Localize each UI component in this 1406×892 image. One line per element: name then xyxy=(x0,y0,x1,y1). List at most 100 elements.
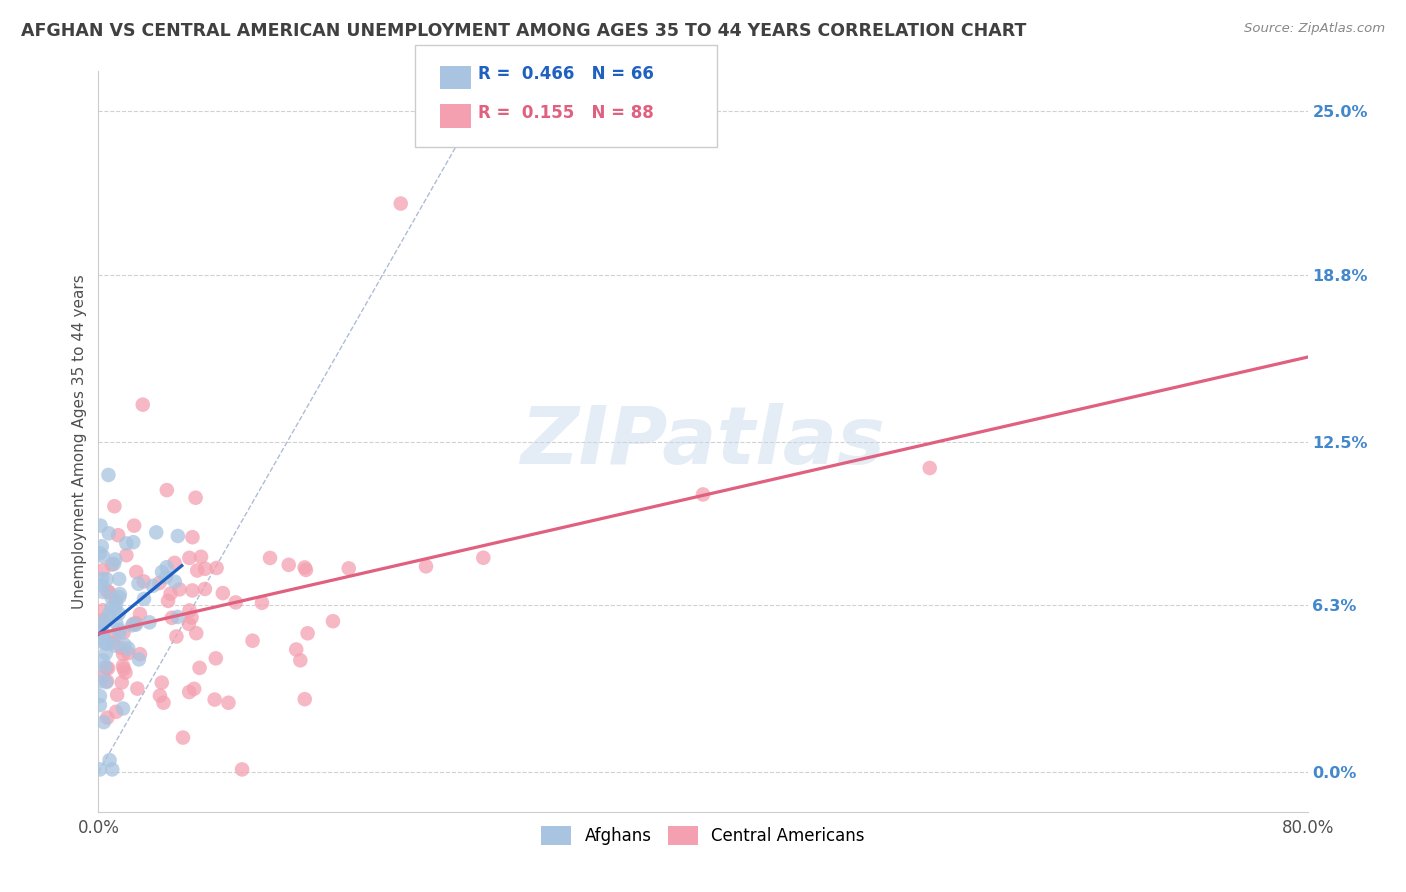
Point xyxy=(90,620,112,634)
Point xyxy=(389,196,412,211)
Point xyxy=(294,692,316,706)
Point xyxy=(107,607,129,621)
Point xyxy=(337,561,360,575)
Point xyxy=(112,701,135,715)
Point xyxy=(89,763,111,777)
Point xyxy=(285,642,308,657)
Point xyxy=(105,688,128,702)
Point xyxy=(94,660,117,674)
Point xyxy=(179,685,201,699)
Point xyxy=(322,614,344,628)
Point xyxy=(166,529,188,543)
Point xyxy=(96,675,118,690)
Point xyxy=(127,576,149,591)
Point xyxy=(415,559,437,574)
Point xyxy=(96,636,118,650)
Point xyxy=(104,552,127,566)
Point xyxy=(159,587,181,601)
Point xyxy=(166,610,188,624)
Point xyxy=(177,616,200,631)
Point xyxy=(165,630,187,644)
Text: ZIPatlas: ZIPatlas xyxy=(520,402,886,481)
Point xyxy=(91,669,114,683)
Point xyxy=(112,647,135,661)
Point xyxy=(98,753,121,767)
Point xyxy=(89,689,111,703)
Point xyxy=(150,675,173,690)
Point xyxy=(96,572,118,586)
Point xyxy=(179,550,201,565)
Point xyxy=(129,607,152,621)
Point xyxy=(98,607,121,621)
Point xyxy=(101,763,124,777)
Point xyxy=(108,625,131,640)
Point xyxy=(180,610,202,624)
Point xyxy=(138,615,160,630)
Point xyxy=(96,583,118,598)
Point xyxy=(117,641,139,656)
Point xyxy=(204,692,226,706)
Point xyxy=(105,705,128,719)
Point xyxy=(94,646,117,660)
Point xyxy=(96,612,118,626)
Point xyxy=(132,574,155,589)
Point xyxy=(89,674,111,689)
Point xyxy=(108,590,131,604)
Point xyxy=(242,633,264,648)
Point xyxy=(96,637,118,651)
Point xyxy=(150,565,173,579)
Point xyxy=(125,565,148,579)
Point xyxy=(90,539,112,553)
Point xyxy=(186,626,208,640)
Point xyxy=(142,579,165,593)
Point xyxy=(277,558,299,572)
Point xyxy=(104,601,127,615)
Point xyxy=(259,550,281,565)
Point xyxy=(125,616,148,631)
Point xyxy=(103,629,125,643)
Point xyxy=(152,696,174,710)
Point xyxy=(472,550,495,565)
Point xyxy=(225,595,247,609)
Point xyxy=(97,661,120,675)
Point xyxy=(183,681,205,696)
Point xyxy=(194,562,217,576)
Point xyxy=(294,560,316,574)
Point xyxy=(91,613,114,627)
Point xyxy=(93,715,115,730)
Point xyxy=(194,582,217,596)
Point xyxy=(108,572,131,586)
Point xyxy=(89,698,111,712)
Point xyxy=(132,398,155,412)
Point xyxy=(105,597,128,611)
Point xyxy=(205,561,228,575)
Y-axis label: Unemployment Among Ages 35 to 44 years: Unemployment Among Ages 35 to 44 years xyxy=(72,274,87,609)
Point xyxy=(169,582,191,597)
Point xyxy=(212,586,235,600)
Point xyxy=(181,530,204,544)
Point xyxy=(89,626,111,640)
Point xyxy=(108,587,131,601)
Point xyxy=(103,500,125,514)
Point xyxy=(188,661,211,675)
Point xyxy=(96,661,118,675)
Point xyxy=(156,594,179,608)
Point xyxy=(184,491,207,505)
Point xyxy=(156,483,179,497)
Point xyxy=(104,592,127,607)
Point xyxy=(163,574,186,589)
Point xyxy=(148,576,170,591)
Point xyxy=(918,461,941,475)
Point xyxy=(122,535,145,549)
Text: AFGHAN VS CENTRAL AMERICAN UNEMPLOYMENT AMONG AGES 35 TO 44 YEARS CORRELATION CH: AFGHAN VS CENTRAL AMERICAN UNEMPLOYMENT … xyxy=(21,22,1026,40)
Point xyxy=(89,546,111,560)
Point xyxy=(217,696,239,710)
Point xyxy=(155,570,177,584)
Point xyxy=(91,616,114,631)
Point xyxy=(231,763,253,777)
Point xyxy=(91,563,114,577)
Point xyxy=(204,651,226,665)
Point xyxy=(128,652,150,666)
Point xyxy=(89,518,111,533)
Point xyxy=(91,572,114,586)
